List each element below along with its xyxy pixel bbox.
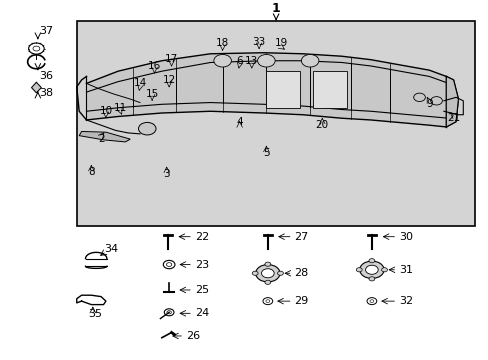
Text: 37: 37 bbox=[39, 26, 53, 36]
Text: 21: 21 bbox=[446, 113, 459, 123]
Circle shape bbox=[261, 269, 274, 278]
Text: 8: 8 bbox=[88, 167, 95, 177]
Text: 23: 23 bbox=[195, 260, 208, 270]
Circle shape bbox=[213, 54, 231, 67]
Circle shape bbox=[413, 93, 425, 102]
Text: 24: 24 bbox=[195, 308, 209, 318]
Text: 5: 5 bbox=[263, 148, 269, 158]
Text: 1: 1 bbox=[271, 3, 280, 15]
Circle shape bbox=[356, 268, 362, 272]
Text: 4: 4 bbox=[236, 117, 243, 127]
Text: 12: 12 bbox=[162, 75, 175, 85]
Circle shape bbox=[365, 265, 377, 274]
Text: 34: 34 bbox=[103, 244, 118, 254]
Text: 9: 9 bbox=[425, 99, 432, 109]
Text: 35: 35 bbox=[87, 309, 102, 319]
Text: 11: 11 bbox=[114, 103, 127, 113]
Polygon shape bbox=[79, 131, 130, 142]
Text: 22: 22 bbox=[195, 232, 209, 242]
Circle shape bbox=[257, 54, 275, 67]
Bar bbox=[266, 71, 300, 108]
Text: 27: 27 bbox=[294, 232, 308, 242]
Text: 13: 13 bbox=[244, 56, 258, 66]
Text: 19: 19 bbox=[274, 38, 287, 48]
Text: 30: 30 bbox=[398, 232, 412, 242]
Text: 3: 3 bbox=[163, 169, 170, 179]
Polygon shape bbox=[446, 76, 458, 127]
Text: 32: 32 bbox=[398, 296, 412, 306]
Text: 16: 16 bbox=[148, 61, 161, 71]
Circle shape bbox=[368, 258, 374, 263]
Circle shape bbox=[264, 280, 270, 284]
Bar bbox=[77, 21, 474, 226]
Text: 20: 20 bbox=[315, 120, 328, 130]
Text: 18: 18 bbox=[216, 38, 229, 48]
Text: 15: 15 bbox=[145, 89, 159, 99]
Circle shape bbox=[368, 277, 374, 281]
Text: 38: 38 bbox=[39, 88, 53, 98]
Text: 25: 25 bbox=[195, 285, 208, 295]
Text: 29: 29 bbox=[294, 296, 308, 306]
Polygon shape bbox=[86, 53, 446, 127]
Circle shape bbox=[277, 271, 283, 275]
Circle shape bbox=[252, 271, 258, 275]
Circle shape bbox=[264, 262, 270, 266]
Circle shape bbox=[255, 265, 280, 282]
Text: 14: 14 bbox=[133, 78, 146, 89]
Text: 17: 17 bbox=[164, 54, 178, 64]
Circle shape bbox=[359, 261, 383, 279]
Text: 26: 26 bbox=[186, 331, 200, 341]
Circle shape bbox=[138, 122, 156, 135]
Bar bbox=[312, 71, 346, 108]
Circle shape bbox=[381, 268, 386, 272]
Circle shape bbox=[430, 96, 442, 105]
Text: 10: 10 bbox=[99, 106, 112, 116]
Text: 6: 6 bbox=[236, 56, 243, 66]
Circle shape bbox=[301, 54, 318, 67]
Text: 36: 36 bbox=[39, 71, 53, 81]
Text: 33: 33 bbox=[252, 37, 265, 46]
Text: 31: 31 bbox=[398, 265, 412, 275]
Text: 2: 2 bbox=[98, 134, 104, 144]
Text: 28: 28 bbox=[294, 268, 308, 278]
Polygon shape bbox=[31, 82, 41, 93]
